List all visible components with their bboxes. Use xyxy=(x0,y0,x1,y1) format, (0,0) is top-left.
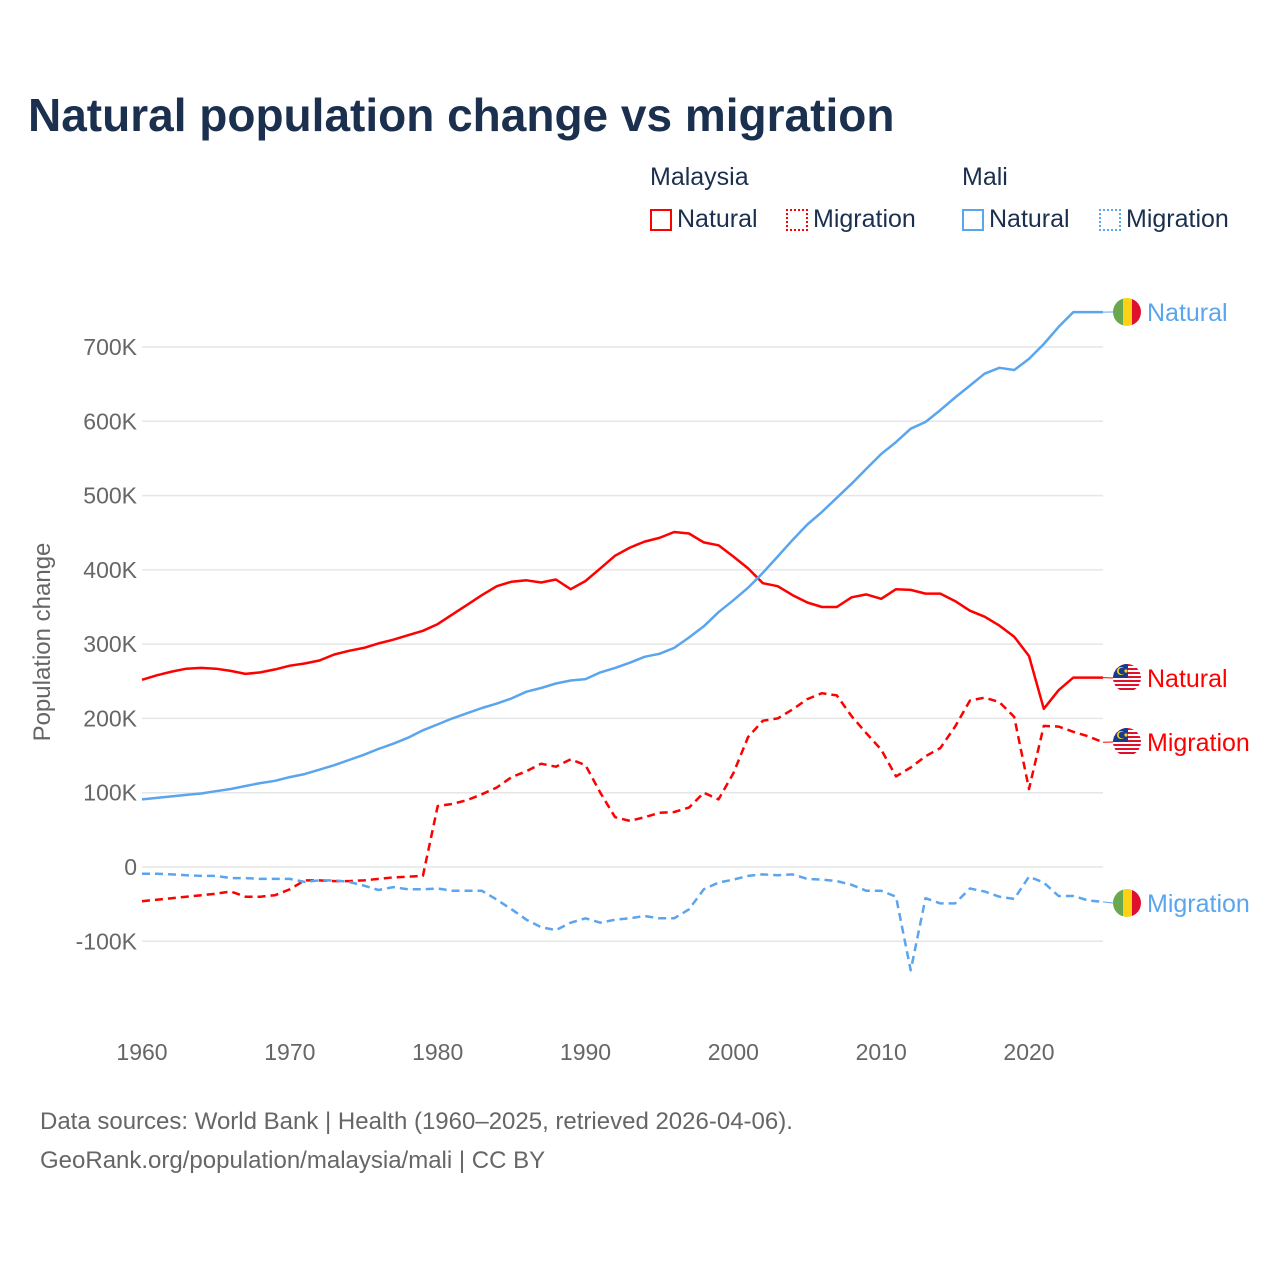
malaysia-flag-icon xyxy=(1113,728,1141,756)
y-tick-label: 400K xyxy=(83,557,137,583)
end-label: Natural xyxy=(1147,299,1228,327)
mali-flag-icon xyxy=(1113,298,1141,326)
x-tick-label: 1980 xyxy=(412,1039,463,1065)
end-label: Migration xyxy=(1147,890,1250,918)
series-line-mali-migration[interactable] xyxy=(142,872,1104,972)
y-tick-label: 0 xyxy=(124,854,137,880)
y-tick-label: 500K xyxy=(83,483,137,509)
x-tick-label: 2020 xyxy=(1003,1039,1054,1065)
x-tick-label: 1970 xyxy=(264,1039,315,1065)
series-line-malaysia-migration[interactable] xyxy=(141,691,1104,903)
label-connector xyxy=(1102,901,1114,904)
chart-title: Natural population change vs migration xyxy=(28,89,895,141)
end-labels: Natural Natural Migration Migration xyxy=(1102,298,1250,918)
y-tick-label: 200K xyxy=(83,705,137,731)
legend-group-malaysia: Malaysia xyxy=(650,163,749,191)
legend-swatch-solid xyxy=(962,208,984,231)
x-axis-ticks: 1960 1970 1980 1990 2000 2010 2020 xyxy=(116,1039,1054,1065)
legend-label: Natural xyxy=(989,205,1070,233)
x-tick-label: 1990 xyxy=(560,1039,611,1065)
mali-flag-icon xyxy=(1113,889,1141,917)
y-tick-label: -100K xyxy=(76,928,138,954)
legend-malaysia-natural[interactable]: Natural xyxy=(650,205,758,234)
series-line-malaysia-natural[interactable] xyxy=(141,530,1103,711)
legend-label: Natural xyxy=(677,205,758,233)
legend-swatch-solid xyxy=(650,208,672,231)
legend-mali-migration[interactable]: Migration xyxy=(1099,205,1229,234)
legend-swatch-dotted xyxy=(1099,208,1121,231)
x-tick-label: 1960 xyxy=(116,1039,167,1065)
legend-swatch-dotted xyxy=(786,208,808,231)
x-tick-label: 2000 xyxy=(708,1039,759,1065)
malaysia-flag-icon xyxy=(1113,664,1141,692)
legend-malaysia-migration[interactable]: Migration xyxy=(786,205,916,234)
gridlines xyxy=(142,346,1103,943)
y-tick-label: 300K xyxy=(83,631,137,657)
y-tick-label: 700K xyxy=(83,334,137,360)
y-tick-label: 600K xyxy=(83,408,137,434)
legend-label: Migration xyxy=(813,205,916,233)
y-tick-label: 100K xyxy=(83,780,137,806)
y-axis-label: Population change xyxy=(29,543,56,742)
legend-label: Migration xyxy=(1126,205,1229,233)
end-label: Natural xyxy=(1147,665,1228,693)
footer-sources: Data sources: World Bank | Health (1960–… xyxy=(40,1108,793,1135)
legend-mali-natural[interactable]: Natural xyxy=(962,205,1070,234)
end-label: Migration xyxy=(1147,729,1250,757)
series-lines xyxy=(141,310,1104,972)
legend-group-mali: Mali xyxy=(962,163,1008,191)
series-line-mali-natural[interactable] xyxy=(141,310,1103,801)
x-tick-label: 2010 xyxy=(856,1039,907,1065)
footer-link[interactable]: GeoRank.org/population/malaysia/mali | C… xyxy=(40,1147,546,1174)
y-axis-ticks: 700K 600K 500K 400K 300K 200K 100K 0 -100K xyxy=(76,334,138,954)
